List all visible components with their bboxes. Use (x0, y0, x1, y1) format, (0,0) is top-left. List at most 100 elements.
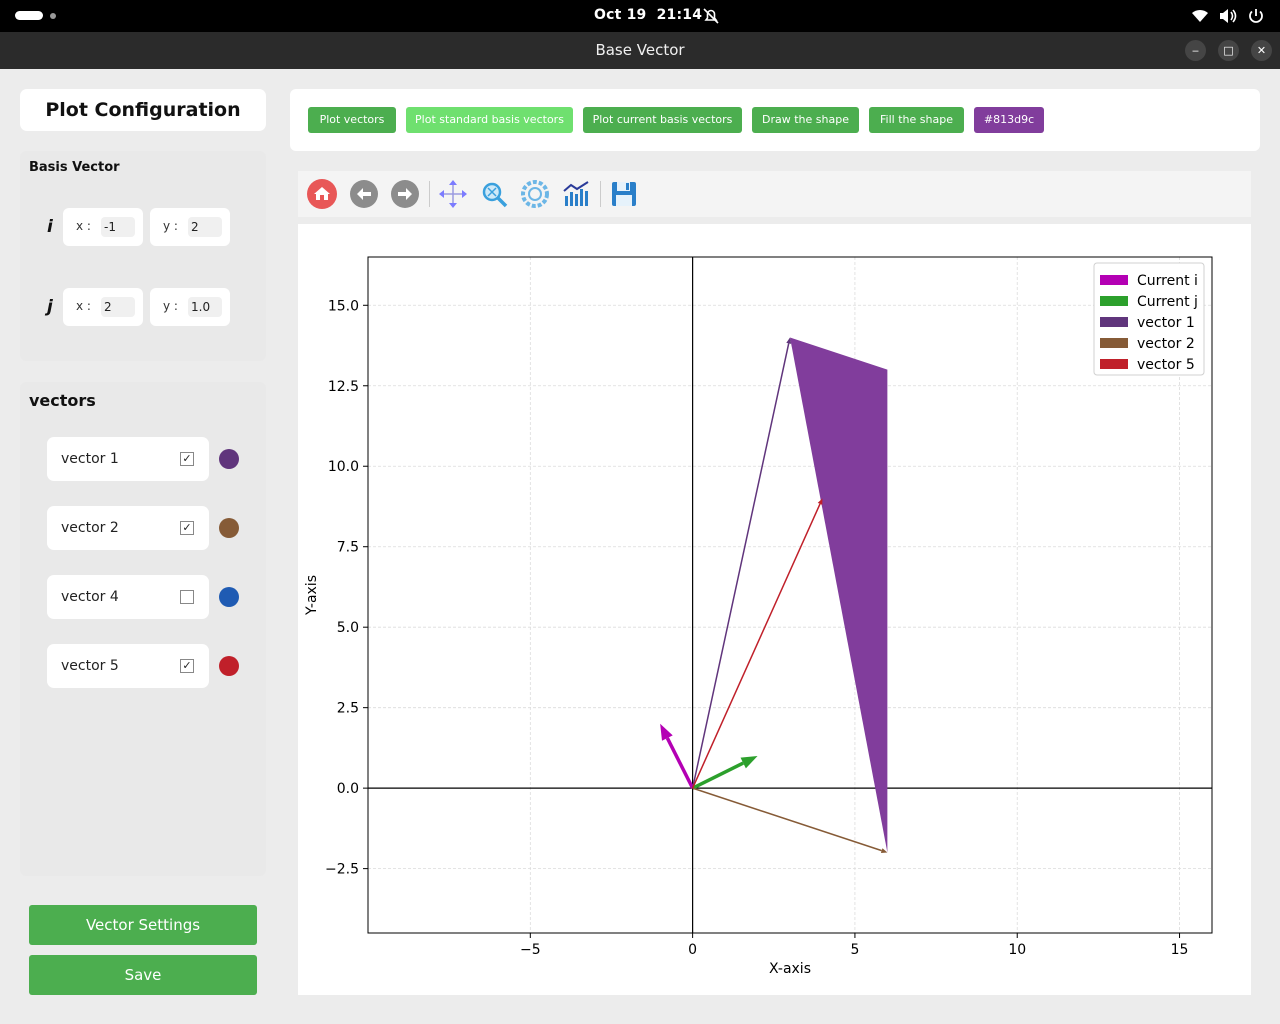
toolbar-separator (429, 181, 430, 207)
date-text: Oct 19 (594, 7, 647, 23)
save-figure-icon[interactable] (609, 179, 639, 209)
legend-swatch (1100, 296, 1128, 306)
vector-name: vector 4 (61, 589, 119, 605)
basis-i-x-field: x : -1 (63, 208, 143, 246)
power-icon[interactable] (1247, 7, 1265, 25)
legend-entry: vector 1 (1137, 315, 1195, 331)
vector-item-5[interactable]: vector 5 ✓ (47, 644, 209, 688)
vector-arrow-line (691, 503, 821, 789)
basis-vector-panel: Basis Vector i x : -1 y : 2 j x : 2 y : … (20, 151, 266, 361)
zoom-icon[interactable] (479, 179, 509, 209)
plot-current-basis-button[interactable]: Plot current basis vectors (583, 107, 742, 133)
vector-checkbox[interactable]: ✓ (180, 521, 194, 535)
x-tick-label: 15 (1171, 942, 1189, 958)
vector-color-swatch[interactable] (219, 587, 239, 607)
y-tick-label: 15.0 (328, 298, 359, 314)
configure-icon[interactable] (520, 179, 550, 209)
forward-icon[interactable] (390, 179, 420, 209)
x-tick-label: 5 (850, 942, 859, 958)
basis-i-y-input[interactable]: 2 (188, 217, 222, 237)
filled-shape (790, 337, 888, 853)
legend-entry: vector 2 (1137, 336, 1195, 352)
home-icon[interactable] (307, 179, 337, 209)
window-title-bar: Base Vector ‒ □ ✕ (0, 32, 1280, 69)
minimize-icon: ‒ (1192, 44, 1199, 57)
fill-color-button[interactable]: #813d9c (974, 107, 1044, 133)
vector-checkbox[interactable]: ✓ (180, 659, 194, 673)
close-button[interactable]: ✕ (1251, 40, 1272, 61)
legend-entry: vector 5 (1137, 357, 1195, 373)
window-title: Base Vector (595, 41, 685, 59)
vector-color-swatch[interactable] (219, 656, 239, 676)
workspace-dot[interactable] (50, 13, 56, 19)
vectors-header: vectors (29, 391, 96, 410)
plot-canvas[interactable]: −5 0 5 10 15 −2.5 0.0 2.5 5.0 7.5 10.0 12.5 15.0 X-ax… (298, 224, 1251, 995)
minimize-button[interactable]: ‒ (1185, 40, 1206, 61)
close-icon: ✕ (1256, 44, 1267, 57)
save-button[interactable]: Save (29, 955, 257, 995)
vector-arrow-head (786, 337, 792, 344)
plot-frame (367, 256, 1213, 934)
wifi-icon[interactable] (1190, 7, 1210, 25)
y-key-label: y : (163, 219, 178, 233)
basis-j-label: j (47, 297, 53, 317)
basis-vector-header: Basis Vector (29, 160, 120, 175)
vector-color-swatch[interactable] (219, 518, 239, 538)
toolbar-separator (600, 181, 601, 207)
basis-j-y-input[interactable]: 1.0 (188, 297, 222, 317)
draw-shape-button[interactable]: Draw the shape (752, 107, 859, 133)
legend-swatch (1100, 275, 1128, 285)
y-tick-label: 0.0 (337, 781, 359, 797)
vector-item-2[interactable]: vector 2 ✓ (47, 506, 209, 550)
y-tick-label: 10.0 (328, 459, 359, 475)
vector-settings-button[interactable]: Vector Settings (29, 905, 257, 945)
basis-j-x-field: x : 2 (63, 288, 143, 326)
clock[interactable]: Oct 19 21:14 (594, 7, 702, 23)
edit-axes-icon[interactable] (561, 179, 591, 209)
basis-j-y-field: y : 1.0 (150, 288, 230, 326)
vector-item-1[interactable]: vector 1 ✓ (47, 437, 209, 481)
volume-icon[interactable] (1218, 7, 1238, 25)
y-tick-label: 5.0 (337, 620, 359, 636)
vector-arrow-head (817, 498, 823, 505)
vector-arrow-head (880, 848, 888, 854)
vector-name: vector 5 (61, 658, 119, 674)
actions-bar: Plot vectors Plot standard basis vectors… (290, 89, 1260, 151)
system-top-bar: Oct 19 21:14 (0, 0, 1280, 32)
plot-standard-basis-button[interactable]: Plot standard basis vectors (406, 107, 573, 133)
legend-swatch (1100, 359, 1128, 369)
plot-configuration-title: Plot Configuration (20, 89, 266, 131)
legend-swatch (1100, 317, 1128, 327)
back-icon[interactable] (349, 179, 379, 209)
y-tick-label: 7.5 (337, 540, 359, 556)
vector-chart: −5 0 5 10 15 −2.5 0.0 2.5 5.0 7.5 10.0 12.5 15.0 X-ax… (304, 256, 1213, 977)
plot-vectors-button[interactable]: Plot vectors (308, 107, 396, 133)
vectors-panel: vectors vector 1 ✓ vector 2 ✓ vector 4 v… (20, 382, 266, 876)
y-tick-label: 2.5 (337, 701, 359, 717)
vector-arrow-line (691, 761, 744, 790)
vector-color-swatch[interactable] (219, 449, 239, 469)
x-axis-label: X-axis (769, 961, 811, 977)
vector-item-4[interactable]: vector 4 (47, 575, 209, 619)
y-tick-label: −2.5 (325, 862, 359, 878)
y-axis-label: Y-axis (304, 575, 320, 616)
activities-indicator[interactable] (15, 11, 43, 20)
basis-j-x-input[interactable]: 2 (101, 297, 135, 317)
basis-i-y-field: y : 2 (150, 208, 230, 246)
fill-shape-button[interactable]: Fill the shape (869, 107, 964, 133)
basis-i-label: i (47, 217, 53, 237)
basis-i-x-input[interactable]: -1 (101, 217, 135, 237)
x-key-label: x : (76, 299, 91, 313)
maximize-button[interactable]: □ (1218, 40, 1239, 61)
vector-arrow-head (740, 755, 758, 769)
vector-arrow-head (660, 723, 673, 741)
vector-checkbox[interactable] (180, 590, 194, 604)
pan-icon[interactable] (438, 179, 468, 209)
vector-checkbox[interactable]: ✓ (180, 452, 194, 466)
notifications-off-icon[interactable] (702, 7, 720, 25)
plot-navigation-toolbar (298, 171, 1251, 217)
y-key-label: y : (163, 299, 178, 313)
x-key-label: x : (76, 219, 91, 233)
vector-name: vector 1 (61, 451, 119, 467)
x-tick-label: 0 (688, 942, 697, 958)
